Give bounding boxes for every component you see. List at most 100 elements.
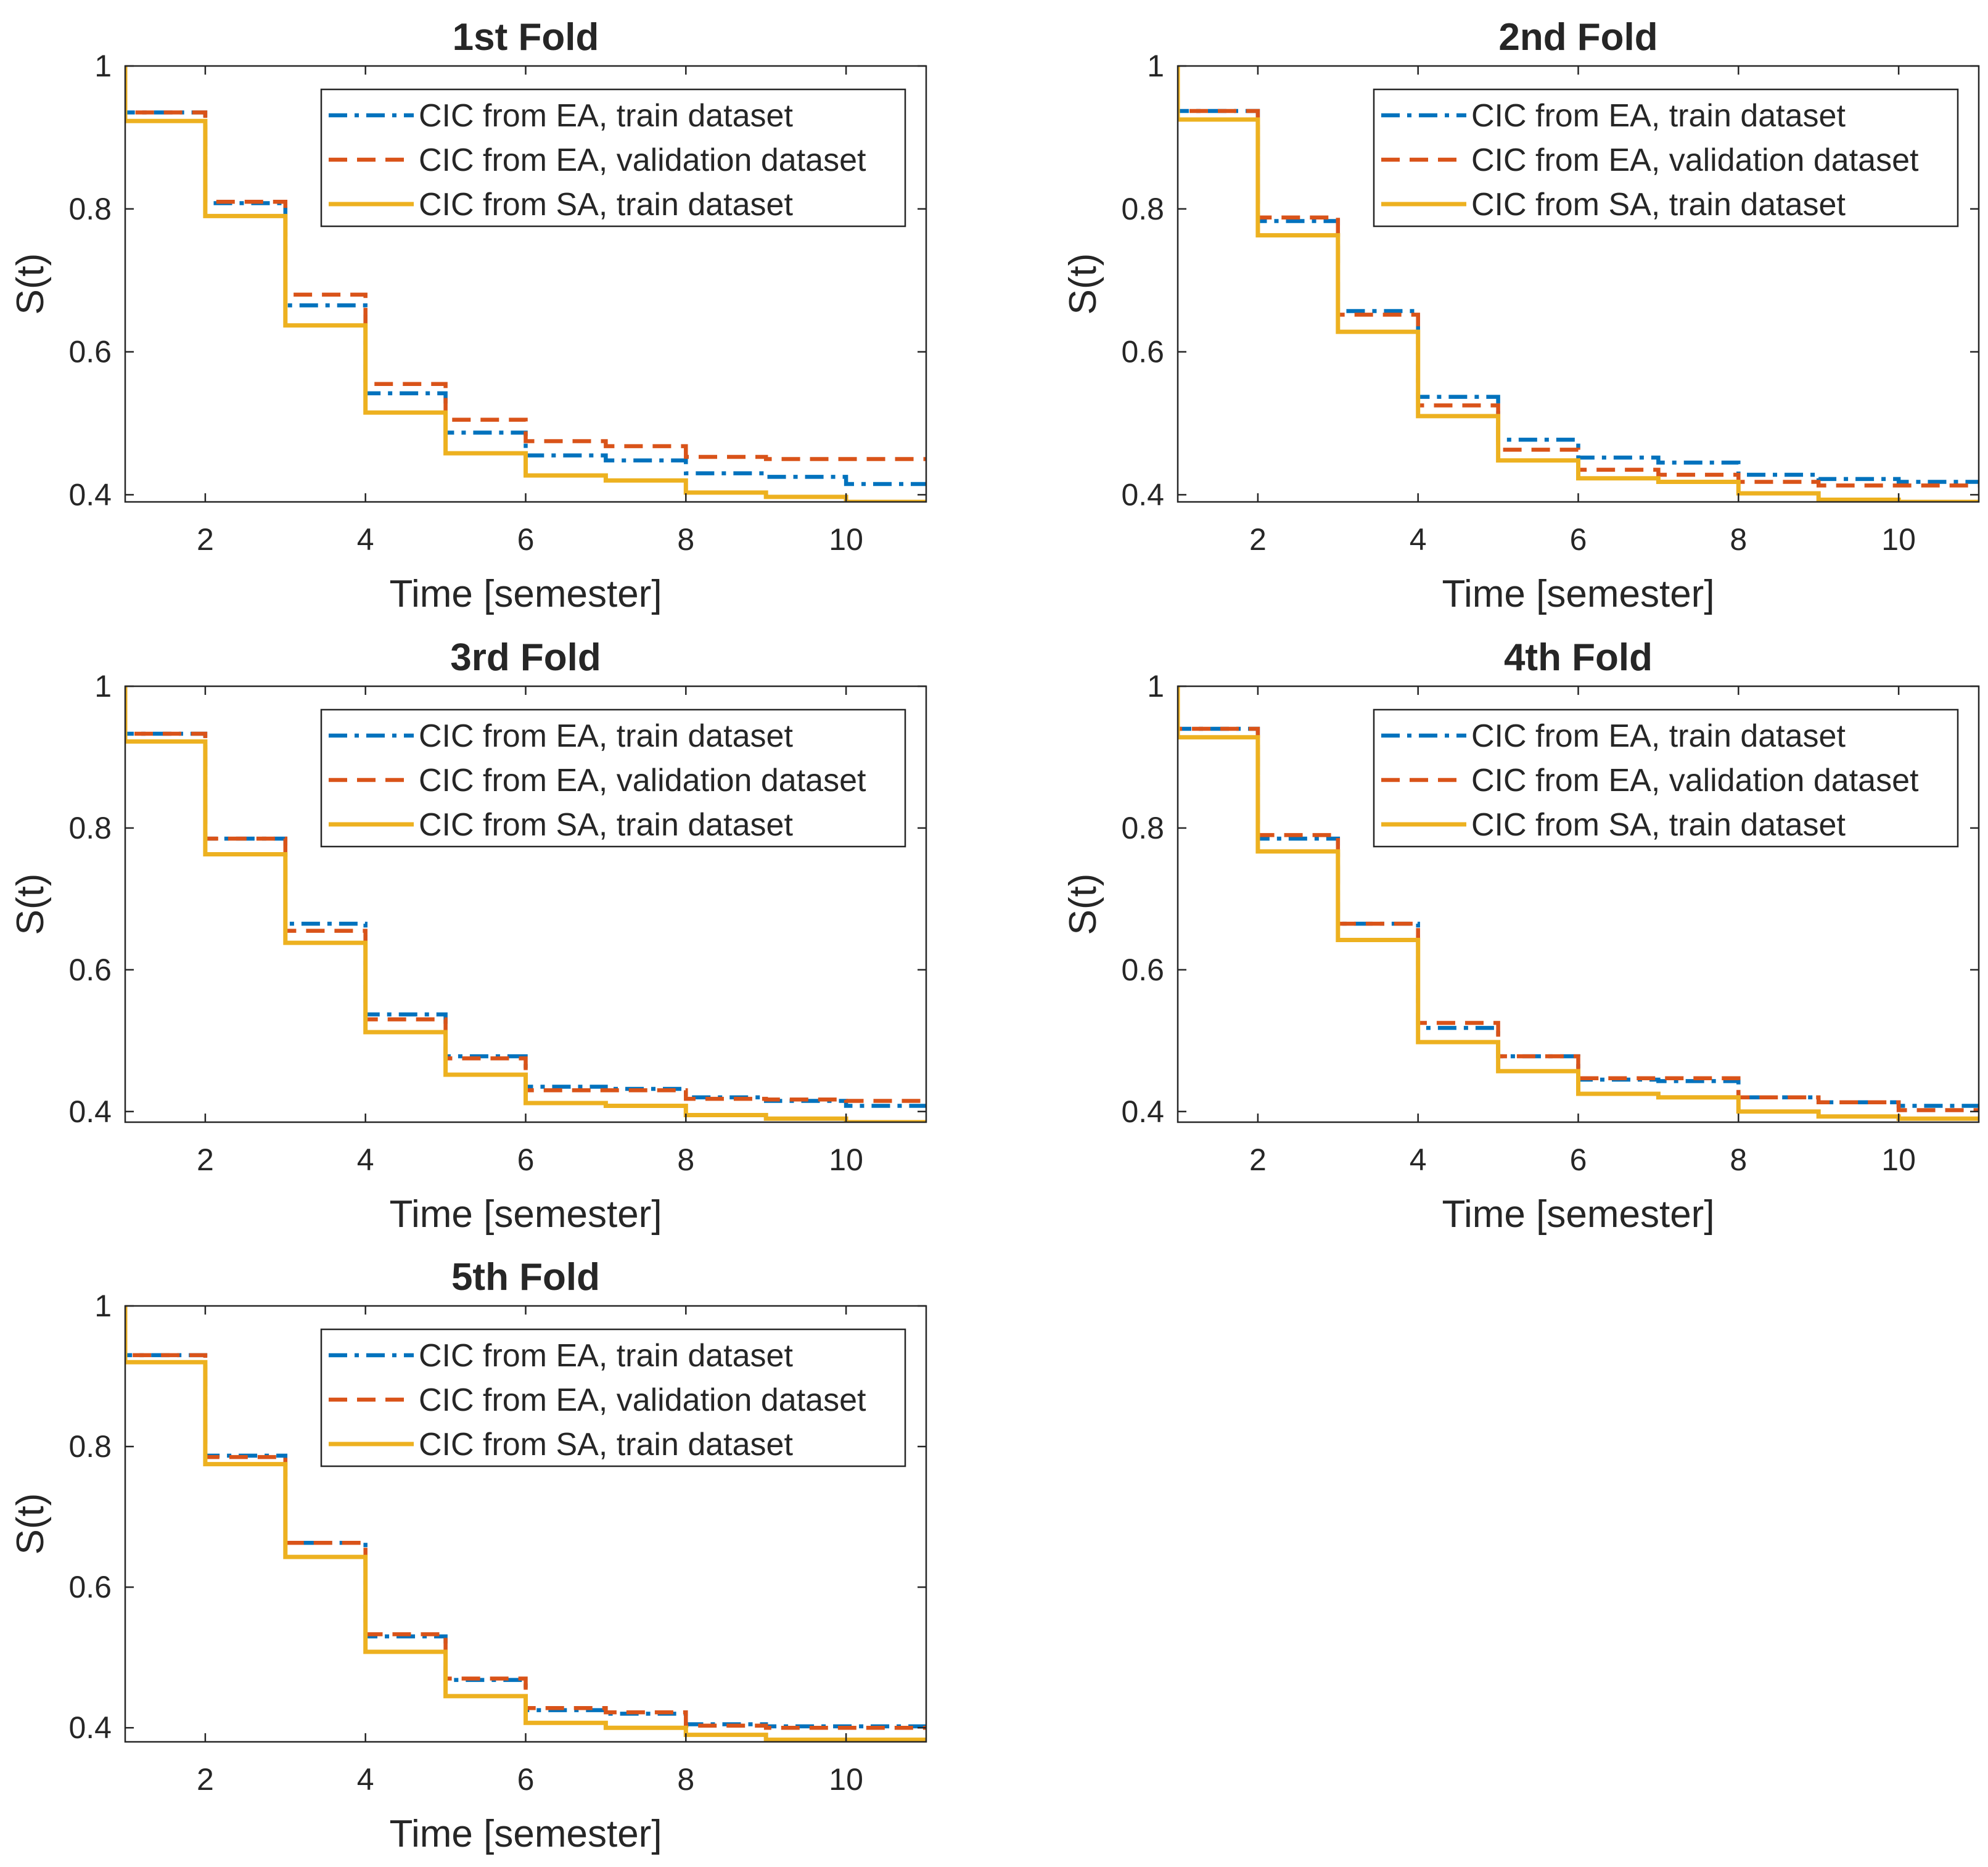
y-tick-label: 1 — [94, 49, 112, 83]
series-line-ea_train — [1178, 66, 1979, 484]
y-axis-label: S(t) — [1062, 253, 1104, 315]
x-tick-label: 8 — [677, 522, 694, 557]
chart-title: 1st Fold — [453, 16, 599, 59]
y-axis-label: S(t) — [9, 874, 52, 935]
series-group — [125, 686, 926, 1122]
x-tick-label: 10 — [829, 1143, 863, 1177]
series-line-sa_train — [1178, 686, 1979, 1121]
y-tick-label: 0.4 — [68, 1094, 112, 1129]
legend-label-ea_val: CIC from EA, validation dataset — [419, 142, 866, 178]
x-tick-label: 8 — [1730, 522, 1747, 557]
series-group — [125, 66, 926, 502]
x-tick-label: 2 — [1249, 522, 1267, 557]
y-tick-label: 0.6 — [68, 953, 112, 987]
chart-panel-5: 2 4 6 8 10 0.4 0.6 0.8 1 5th Fold Time [semester] S… — [9, 1256, 927, 1855]
series-group — [1178, 66, 1979, 502]
x-tick-label: 8 — [677, 1762, 694, 1797]
x-tick-label: 4 — [1410, 522, 1427, 557]
series-line-ea_val — [125, 66, 926, 461]
legend-box — [1373, 708, 1959, 848]
series-line-sa_train — [125, 1306, 926, 1742]
series-group — [1178, 686, 1979, 1121]
legend-box — [1373, 88, 1959, 228]
y-tick-label: 0.4 — [1121, 477, 1164, 512]
legend-label-ea_val: CIC from EA, validation dataset — [1471, 142, 1919, 178]
x-tick-label: 4 — [1410, 1143, 1427, 1177]
series-line-sa_train — [125, 66, 926, 502]
x-tick-label: 10 — [1881, 522, 1916, 557]
legend-label-ea_val: CIC from EA, validation dataset — [419, 763, 866, 798]
x-tick-label: 2 — [197, 1762, 214, 1797]
y-tick-label: 0.8 — [1121, 811, 1164, 845]
x-tick-label: 6 — [517, 1762, 535, 1797]
x-tick-label: 2 — [197, 522, 214, 557]
y-tick-label: 0.8 — [68, 811, 112, 845]
x-axis-label: Time [semester] — [389, 1193, 662, 1236]
legend: CIC from EA, train dataset CIC from EA, v… — [320, 708, 906, 848]
chart-title: 2nd Fold — [1498, 16, 1657, 59]
series-line-sa_train — [125, 686, 926, 1122]
x-tick-label: 4 — [357, 522, 374, 557]
y-tick-label: 0.6 — [1121, 335, 1164, 369]
y-tick-label: 0.4 — [68, 477, 112, 512]
x-tick-label: 10 — [1881, 1143, 1916, 1177]
y-tick-label: 0.6 — [68, 335, 112, 369]
x-axis-label: Time [semester] — [1442, 1193, 1714, 1236]
legend-label-sa_train: CIC from SA, train dataset — [419, 807, 793, 843]
legend-label-ea_val: CIC from EA, validation dataset — [1471, 763, 1919, 798]
legend-label-ea_val: CIC from EA, validation dataset — [419, 1382, 866, 1418]
series-line-ea_val — [125, 1306, 926, 1730]
x-axis-label: Time [semester] — [1442, 573, 1714, 615]
series-line-ea_val — [1178, 686, 1979, 1112]
x-tick-label: 6 — [1570, 1143, 1587, 1177]
legend-box — [320, 1328, 906, 1467]
legend-label-sa_train: CIC from SA, train dataset — [1471, 187, 1846, 223]
series-group — [125, 1306, 926, 1742]
x-tick-label: 10 — [829, 522, 863, 557]
legend-label-ea_train: CIC from EA, train dataset — [419, 1338, 793, 1374]
chart-title: 4th Fold — [1504, 636, 1653, 679]
chart-panel-4: 2 4 6 8 10 0.4 0.6 0.8 1 4th Fold Time [semester] S… — [1062, 636, 1980, 1236]
y-axis-label: S(t) — [1062, 874, 1104, 935]
x-tick-label: 2 — [1249, 1143, 1267, 1177]
legend-box — [320, 708, 906, 848]
legend: CIC from EA, train dataset CIC from EA, v… — [320, 88, 906, 228]
chart-panel-3: 2 4 6 8 10 0.4 0.6 0.8 1 3rd Fold Time [semester] S… — [9, 636, 927, 1236]
chart-panel-1: 2 4 6 8 10 0.4 0.6 0.8 1 1st Fold Time [semester] S… — [9, 16, 927, 615]
x-tick-label: 10 — [829, 1762, 863, 1797]
series-line-ea_val — [125, 686, 926, 1103]
legend-label-ea_train: CIC from EA, train dataset — [1471, 718, 1846, 754]
x-tick-label: 8 — [677, 1143, 694, 1177]
y-tick-label: 0.8 — [68, 192, 112, 226]
x-tick-label: 6 — [517, 1143, 535, 1177]
y-axis-label: S(t) — [9, 253, 52, 315]
y-tick-label: 1 — [1147, 49, 1164, 83]
legend-label-ea_train: CIC from EA, train dataset — [1471, 98, 1846, 134]
chart-panel-2: 2 4 6 8 10 0.4 0.6 0.8 1 2nd Fold Time [semester] S… — [1062, 16, 1980, 615]
legend-label-sa_train: CIC from SA, train dataset — [419, 187, 793, 223]
legend-label-ea_train: CIC from EA, train dataset — [419, 98, 793, 134]
legend-label-sa_train: CIC from SA, train dataset — [419, 1427, 793, 1463]
y-tick-label: 0.4 — [1121, 1094, 1164, 1129]
legend-label-ea_train: CIC from EA, train dataset — [419, 718, 793, 754]
legend: CIC from EA, train dataset CIC from EA, v… — [320, 1328, 906, 1467]
legend-label-sa_train: CIC from SA, train dataset — [1471, 807, 1846, 843]
legend-box — [320, 88, 906, 228]
series-line-ea_val — [1178, 66, 1979, 488]
y-tick-label: 1 — [94, 669, 112, 704]
series-line-sa_train — [1178, 66, 1979, 502]
x-tick-label: 8 — [1730, 1143, 1747, 1177]
y-tick-label: 1 — [1147, 669, 1164, 704]
x-tick-label: 4 — [357, 1762, 374, 1797]
chart-title: 3rd Fold — [450, 636, 601, 679]
y-tick-label: 0.6 — [68, 1570, 112, 1604]
chart-title: 5th Fold — [451, 1256, 600, 1299]
x-tick-label: 6 — [1570, 522, 1587, 557]
legend: CIC from EA, train dataset CIC from EA, v… — [1373, 708, 1959, 848]
x-tick-label: 2 — [197, 1143, 214, 1177]
x-tick-label: 4 — [357, 1143, 374, 1177]
x-axis-label: Time [semester] — [389, 573, 662, 615]
y-tick-label: 1 — [94, 1289, 112, 1323]
y-tick-label: 0.8 — [68, 1429, 112, 1464]
